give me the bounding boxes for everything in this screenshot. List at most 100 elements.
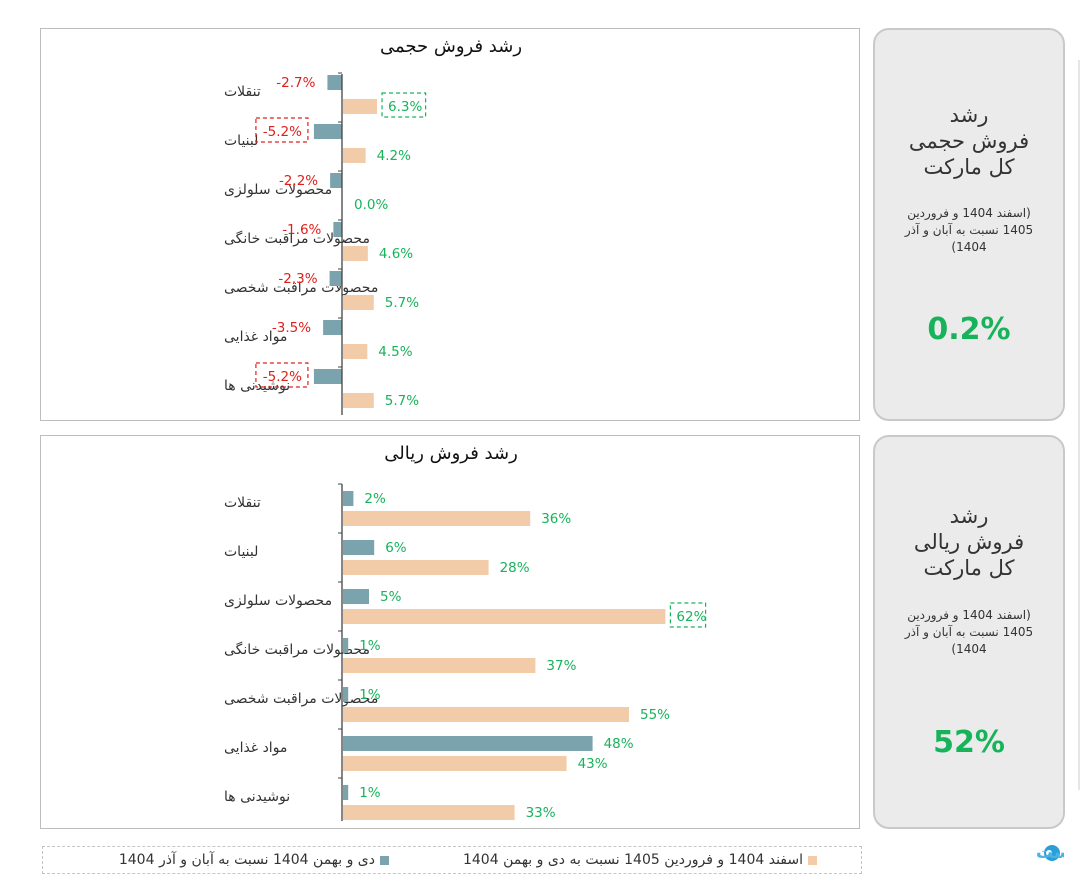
bar-curr [343,511,531,526]
bar-prev [343,687,349,702]
highlight-box [255,117,309,143]
data-label: 1% [359,687,381,703]
data-label: 43% [578,756,608,772]
legend-item-curr: اسفند 1404 و فروردین 1405 نسبت به دی و ب… [463,852,817,868]
bar-prev [329,271,342,286]
bar-prev [343,589,369,604]
data-label: 55% [640,707,670,723]
legend-swatch-curr [808,855,817,865]
category-label: تنقلات [224,495,261,511]
bar-prev [323,320,342,335]
card-title-line-1: رشد [949,504,989,528]
volume-growth-chart-panel: رشد فروش حجمی تنقلات -2.7% 6.3% لبنیات -5.2% 4… [40,28,860,421]
category-label: نوشیدنی ها [224,789,290,805]
volume-growth-chart: رشد فروش حجمی تنقلات -2.7% 6.3% لبنیات -5.2% 4… [224,36,522,415]
card-period-note: (اسفند 1404 و فروردین 1405 نسبت به آبان … [904,206,1034,254]
card-title-line-1: رشد [949,103,989,127]
bar-prev [343,491,354,506]
data-label: -1.6% [282,222,321,238]
value-growth-chart-panel: رشد فروش ریالی تنقلات 2% 36% لبنیات 6% 28% محصو… [40,435,860,829]
page-edge-line [1078,60,1080,790]
bar-prev [343,540,375,555]
data-label: 4.2% [377,148,411,164]
bar-curr [343,707,629,722]
data-label: 1% [359,638,381,654]
data-label: -3.5% [272,320,311,336]
category-label: لبنیات [224,544,258,560]
data-label: -2.2% [279,173,318,189]
highlight-box [255,362,309,388]
category-label: نوشیدنی ها [224,378,290,394]
highlight-box [669,602,707,628]
bar-prev [333,222,342,237]
bar-curr [343,148,366,163]
category-label: تنقلات [224,84,261,100]
value-growth-chart: رشد فروش ریالی تنقلات 2% 36% لبنیات 6% 28% محصو… [224,443,707,821]
data-label: 0.0% [354,197,388,213]
bar-curr [343,99,378,114]
legend-label-curr: اسفند 1404 و فروردین 1405 نسبت به دی و ب… [462,852,803,868]
category-label: مواد غذایی [224,740,287,756]
brand-logo: پیوست [952,838,1082,866]
chart-title: رشد فروش حجمی [380,36,522,57]
data-label: 5.7% [385,295,419,311]
bar-curr [343,295,374,310]
highlight-box [381,92,427,118]
data-label: 6.3% [388,99,422,115]
category-label: محصولات مراقبت خانگی [224,641,370,658]
data-label: -5.2% [263,124,302,140]
bar-curr [343,756,567,771]
bar-curr [343,609,666,624]
category-label: لبنیات [224,133,258,149]
data-label: -2.7% [276,75,315,91]
data-label: 5% [380,589,402,605]
bar-prev [343,785,349,800]
brand-circle-icon: پیوست [1036,843,1082,863]
bar-curr [343,805,515,820]
legend-label-prev: دی و بهمن 1404 نسبت به آبان و آذر 1404 [118,852,375,868]
data-label: 48% [604,736,634,752]
card-title-line-3: کل مارکت [923,155,1015,179]
category-label: مواد غذایی [224,329,287,345]
bar-prev [327,75,342,90]
bar-curr [343,246,368,261]
data-label: 4.5% [378,344,412,360]
category-label: محصولات سلولزی [224,593,332,609]
data-label: 6% [385,540,407,556]
bar-curr [343,393,374,408]
card-title-line-2: فروش حجمی [908,129,1030,153]
data-label: 5.7% [385,393,419,409]
bar-prev [343,638,349,653]
data-label: 4.6% [379,246,413,262]
market-value-growth-value: 52% [933,725,1005,760]
chart-title: رشد فروش ریالی [384,443,518,464]
bar-prev [313,124,342,139]
bar-curr [343,658,536,673]
category-label: محصولات مراقبت شخصی [224,691,378,707]
market-value-growth-card: رشد فروش ریالی کل مارکت (اسفند 1404 و فر… [873,435,1065,829]
card-title-line-3: کل مارکت [923,556,1015,580]
card-period-note: (اسفند 1404 و فروردین 1405 نسبت به آبان … [904,608,1034,656]
data-label: 33% [526,805,556,821]
chart-legend: اسفند 1404 و فروردین 1405 نسبت به دی و ب… [42,846,862,874]
data-label: 36% [541,511,571,527]
legend-swatch-prev [380,855,389,865]
market-volume-growth-value: 0.2% [927,312,1011,347]
data-label: 37% [546,658,576,674]
bar-prev [343,736,593,751]
data-label: 28% [500,560,530,576]
brand-logo-text: پیوست [1036,843,1064,863]
bar-curr [343,560,489,575]
data-label: 1% [359,785,381,801]
bar-prev [330,173,342,188]
data-label: 62% [676,609,706,625]
category-label: محصولات سلولزی [224,182,332,198]
data-label: 2% [364,491,386,507]
card-title-line-2: فروش ریالی [913,530,1025,554]
legend-item-prev: دی و بهمن 1404 نسبت به آبان و آذر 1404 [119,852,389,868]
market-volume-growth-card: رشد فروش حجمی کل مارکت (اسفند 1404 و فرو… [873,28,1065,421]
data-label: -5.2% [263,369,302,385]
bar-prev [313,369,342,384]
bar-curr [343,344,368,359]
data-label: -2.3% [278,271,317,287]
